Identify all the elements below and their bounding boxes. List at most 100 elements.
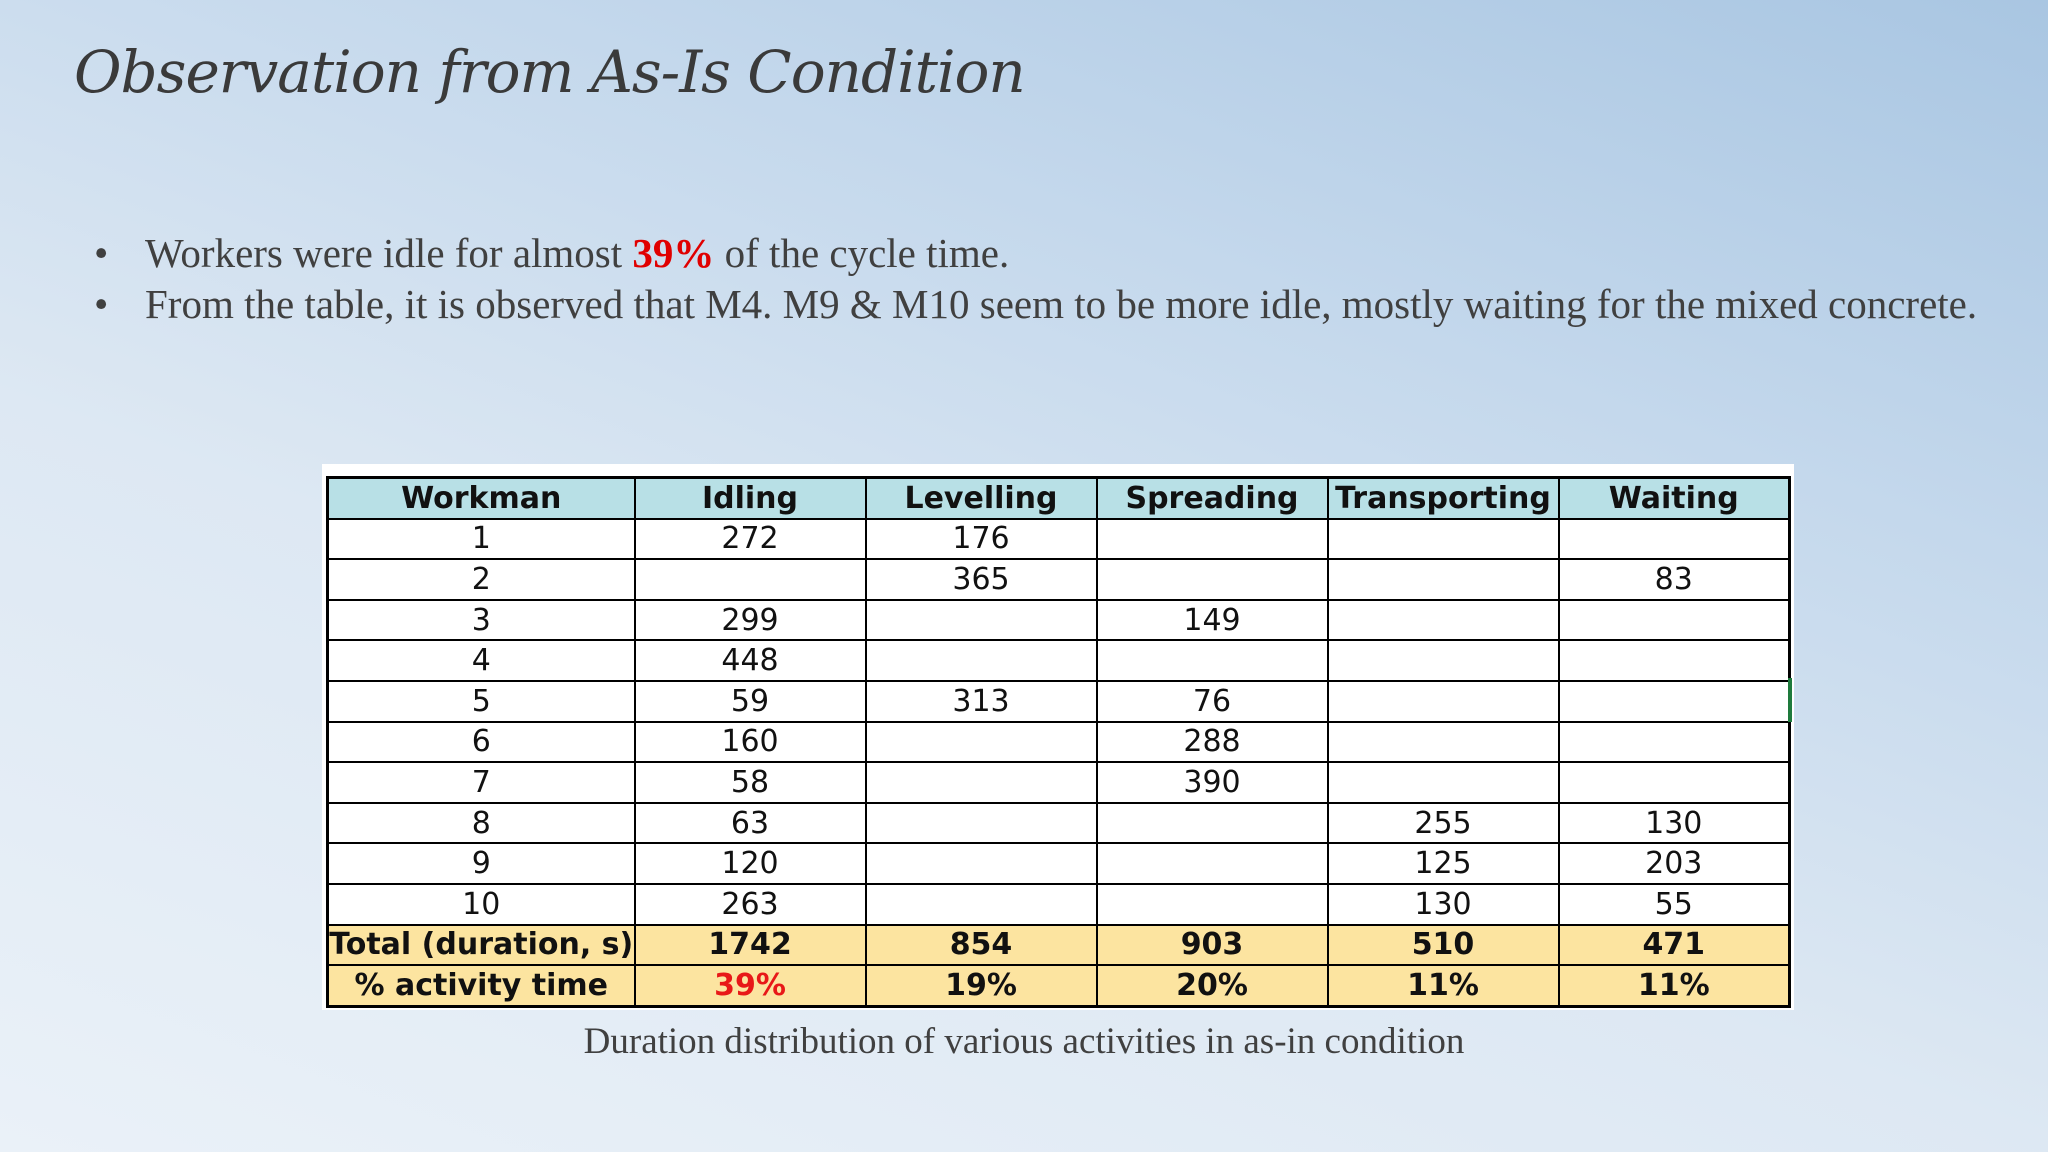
table-cell: 130 bbox=[1557, 801, 1791, 845]
table-cell bbox=[1557, 720, 1791, 764]
table-cell: 125 bbox=[1326, 842, 1560, 885]
table-cell: 120 bbox=[633, 842, 867, 885]
bullet-list: • Workers were idle for almost 39% of the… bbox=[94, 228, 1994, 330]
table-cell: 203 bbox=[1557, 842, 1791, 885]
total-transporting: 510 bbox=[1326, 923, 1560, 967]
table-cell bbox=[1326, 517, 1560, 561]
percent-row: % activity time 39% 19% 20% 11% 11% bbox=[326, 964, 1791, 1008]
table-cell: 10 bbox=[326, 882, 636, 926]
table-cell: 9 bbox=[326, 842, 636, 885]
table-cell: 2 bbox=[326, 558, 636, 601]
table-cell bbox=[633, 558, 867, 601]
table-cell: 272 bbox=[633, 517, 867, 561]
table-row: 5 59 313 76 bbox=[326, 679, 1791, 723]
table-cell: 390 bbox=[1095, 761, 1329, 804]
table-cell: 448 bbox=[633, 639, 867, 682]
table-cell: 1 bbox=[326, 517, 636, 561]
table-cell: 83 bbox=[1557, 558, 1791, 601]
table-cell bbox=[1557, 679, 1791, 723]
table-cell bbox=[1095, 882, 1329, 926]
header-idling: Idling bbox=[633, 475, 867, 520]
table-cell: 299 bbox=[633, 598, 867, 642]
total-idling: 1742 bbox=[633, 923, 867, 967]
table-cell bbox=[1326, 598, 1560, 642]
percent-label: % activity time bbox=[326, 964, 636, 1008]
table-cell: 58 bbox=[633, 761, 867, 804]
table-row: 6 160 288 bbox=[326, 720, 1791, 764]
duration-table: Workman Idling Levelling Spreading Trans… bbox=[326, 475, 1791, 1008]
table-cell: 55 bbox=[1557, 882, 1791, 926]
table-cell bbox=[1095, 801, 1329, 845]
slide-title: Observation from As-Is Condition bbox=[74, 38, 1026, 106]
table-cell bbox=[1326, 679, 1560, 723]
table-cell: 8 bbox=[326, 801, 636, 845]
table-row: 10 263 130 55 bbox=[326, 882, 1791, 926]
header-spreading: Spreading bbox=[1095, 475, 1329, 520]
total-label: Total (duration, s) bbox=[326, 923, 636, 967]
table-cell bbox=[1557, 761, 1791, 804]
bullet-dot-icon: • bbox=[94, 281, 109, 327]
table-cell: 5 bbox=[326, 679, 636, 723]
percent-idling: 39% bbox=[633, 964, 867, 1008]
table-cell: 313 bbox=[864, 679, 1098, 723]
table-cell bbox=[864, 720, 1098, 764]
total-waiting: 471 bbox=[1557, 923, 1791, 967]
percent-waiting: 11% bbox=[1557, 964, 1791, 1008]
table-cell: 255 bbox=[1326, 801, 1560, 845]
table-cell: 160 bbox=[633, 720, 867, 764]
bullet-text-after: of the cycle time. bbox=[714, 230, 1010, 276]
table-row: 9 120 125 203 bbox=[326, 842, 1791, 885]
bullet-item-idle-time: • Workers were idle for almost 39% of the… bbox=[94, 228, 1994, 279]
table-cell bbox=[1326, 720, 1560, 764]
header-levelling: Levelling bbox=[864, 475, 1098, 520]
table-cell bbox=[1095, 517, 1329, 561]
percent-spreading: 20% bbox=[1095, 964, 1329, 1008]
table-cell bbox=[1326, 639, 1560, 682]
table-row: 7 58 390 bbox=[326, 761, 1791, 804]
table-cell bbox=[864, 598, 1098, 642]
bullet-item-observation: • From the table, it is observed that M4.… bbox=[94, 279, 1994, 330]
percent-transporting: 11% bbox=[1326, 964, 1560, 1008]
table-cell bbox=[864, 842, 1098, 885]
table-cell bbox=[864, 761, 1098, 804]
table-cell bbox=[1326, 761, 1560, 804]
table-cell bbox=[1557, 517, 1791, 561]
table-cell bbox=[864, 801, 1098, 845]
table-row: 2 365 83 bbox=[326, 558, 1791, 601]
table-row: 4 448 bbox=[326, 639, 1791, 682]
table-cell bbox=[1095, 558, 1329, 601]
total-levelling: 854 bbox=[864, 923, 1098, 967]
table-cell bbox=[1326, 558, 1560, 601]
header-workman: Workman bbox=[326, 475, 636, 520]
table-cell: 365 bbox=[864, 558, 1098, 601]
table-row: 8 63 255 130 bbox=[326, 801, 1791, 845]
table-cell: 263 bbox=[633, 882, 867, 926]
percent-levelling: 19% bbox=[864, 964, 1098, 1008]
idle-percent-highlight: 39% bbox=[632, 230, 715, 276]
table-cell: 149 bbox=[1095, 598, 1329, 642]
table-row: 1 272 176 bbox=[326, 517, 1791, 561]
table-cell: 63 bbox=[633, 801, 867, 845]
table-cell bbox=[1557, 639, 1791, 682]
table-cell bbox=[1095, 639, 1329, 682]
bullet-dot-icon: • bbox=[94, 230, 109, 276]
table-cell: 4 bbox=[326, 639, 636, 682]
total-row: Total (duration, s) 1742 854 903 510 471 bbox=[326, 923, 1791, 967]
table-row: 3 299 149 bbox=[326, 598, 1791, 642]
bullet-text-before: Workers were idle for almost bbox=[145, 230, 633, 276]
total-spreading: 903 bbox=[1095, 923, 1329, 967]
table-cell: 130 bbox=[1326, 882, 1560, 926]
cell-selection-marker bbox=[1788, 678, 1792, 722]
table-image: Workman Idling Levelling Spreading Trans… bbox=[322, 464, 1794, 1010]
table-cell: 59 bbox=[633, 679, 867, 723]
table-cell: 288 bbox=[1095, 720, 1329, 764]
bullet-text: From the table, it is observed that M4. … bbox=[145, 281, 1978, 327]
table-cell bbox=[1095, 842, 1329, 885]
table-cell: 3 bbox=[326, 598, 636, 642]
header-transporting: Transporting bbox=[1326, 475, 1560, 520]
header-waiting: Waiting bbox=[1557, 475, 1791, 520]
table-cell: 6 bbox=[326, 720, 636, 764]
table-cell: 176 bbox=[864, 517, 1098, 561]
table-cell: 7 bbox=[326, 761, 636, 804]
table-cell: 76 bbox=[1095, 679, 1329, 723]
